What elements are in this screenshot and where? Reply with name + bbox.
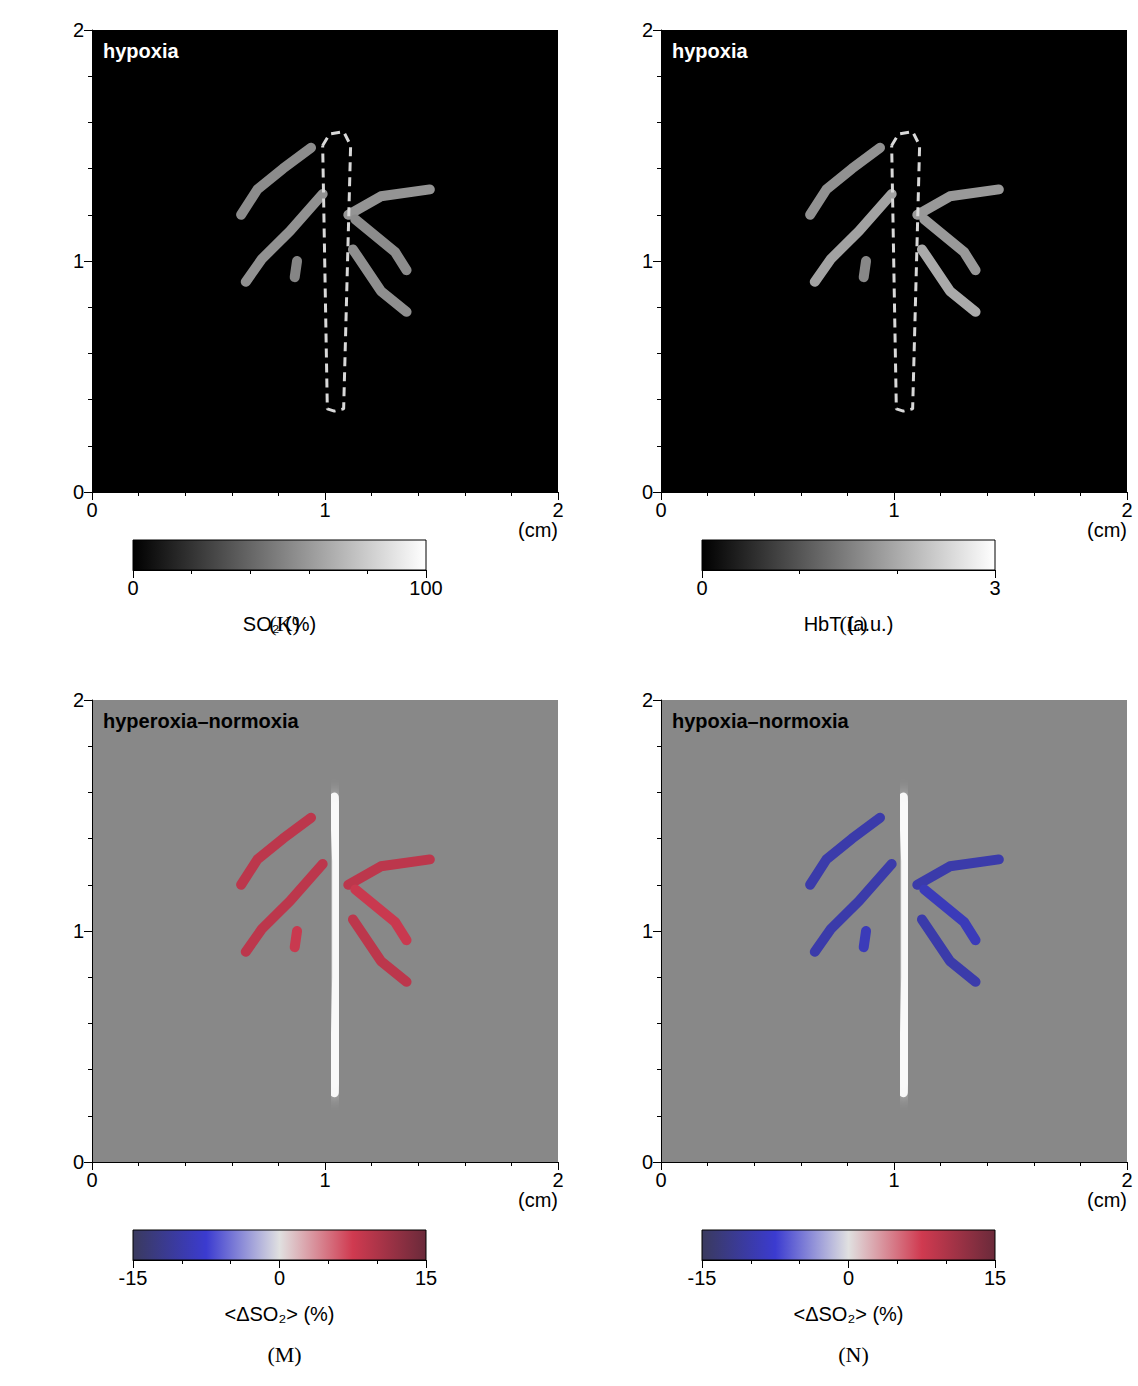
svg-text:2: 2 (73, 689, 84, 711)
svg-text:0: 0 (73, 481, 84, 503)
svg-text:3: 3 (989, 577, 1000, 599)
svg-text:(cm): (cm) (518, 519, 558, 541)
svg-text:-15: -15 (119, 1267, 148, 1289)
svg-text:SO₂ (%): SO₂ (%) (243, 613, 316, 635)
svg-text:hypoxia: hypoxia (103, 40, 179, 62)
svg-text:<ΔSO₂> (%): <ΔSO₂> (%) (224, 1303, 334, 1325)
svg-text:2: 2 (73, 19, 84, 41)
svg-text:HbT (a.u.): HbT (a.u.) (804, 613, 894, 635)
svg-text:0: 0 (642, 1151, 653, 1173)
svg-text:<ΔSO₂> (%): <ΔSO₂> (%) (793, 1303, 903, 1325)
svg-text:(cm): (cm) (1087, 1189, 1127, 1211)
svg-text:0: 0 (127, 577, 138, 599)
svg-text:0: 0 (655, 1169, 666, 1191)
svg-text:(cm): (cm) (1087, 519, 1127, 541)
svg-text:1: 1 (319, 1169, 330, 1191)
svg-text:100: 100 (409, 577, 442, 599)
svg-text:2: 2 (552, 1169, 563, 1191)
svg-text:2: 2 (1121, 499, 1132, 521)
svg-text:hypoxia: hypoxia (672, 40, 748, 62)
svg-text:0: 0 (86, 499, 97, 521)
svg-text:0: 0 (86, 1169, 97, 1191)
svg-text:1: 1 (888, 1169, 899, 1191)
svg-text:1: 1 (73, 250, 84, 272)
svg-text:1: 1 (642, 920, 653, 942)
svg-text:1: 1 (73, 920, 84, 942)
svg-text:0: 0 (843, 1267, 854, 1289)
svg-text:1: 1 (319, 499, 330, 521)
svg-text:2: 2 (1121, 1169, 1132, 1191)
svg-text:0: 0 (274, 1267, 285, 1289)
svg-text:0: 0 (73, 1151, 84, 1173)
svg-text:(cm): (cm) (518, 1189, 558, 1211)
svg-text:(M): (M) (267, 1342, 301, 1367)
svg-text:0: 0 (696, 577, 707, 599)
svg-text:15: 15 (415, 1267, 437, 1289)
svg-text:2: 2 (642, 689, 653, 711)
svg-text:1: 1 (642, 250, 653, 272)
svg-text:2: 2 (552, 499, 563, 521)
svg-text:-15: -15 (688, 1267, 717, 1289)
svg-text:hyperoxia–normoxia: hyperoxia–normoxia (103, 710, 300, 732)
svg-text:(N): (N) (838, 1342, 869, 1367)
svg-text:1: 1 (888, 499, 899, 521)
svg-text:2: 2 (642, 19, 653, 41)
svg-text:15: 15 (984, 1267, 1006, 1289)
svg-text:0: 0 (642, 481, 653, 503)
svg-text:0: 0 (655, 499, 666, 521)
svg-text:hypoxia–normoxia: hypoxia–normoxia (672, 710, 850, 732)
